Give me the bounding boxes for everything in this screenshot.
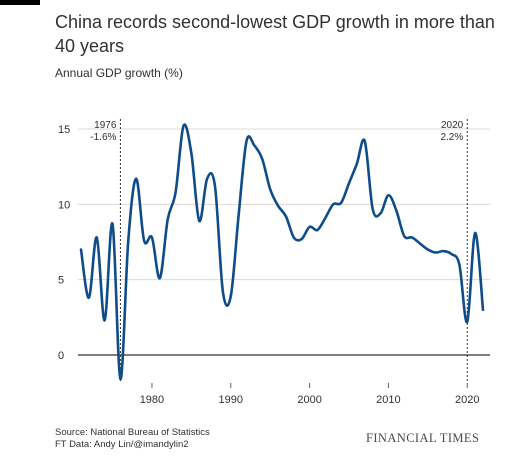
annotation-value-label: -1.6% xyxy=(90,132,116,143)
y-tick-label: 5 xyxy=(58,275,64,287)
y-tick-label: 0 xyxy=(58,350,64,362)
source-note: Source: National Bureau of Statistics FT… xyxy=(55,427,210,451)
source-line: Source: National Bureau of Statistics xyxy=(55,427,210,438)
x-tick-label: 2010 xyxy=(376,394,400,406)
annotation-year-label: 1976 xyxy=(94,120,117,131)
brand-bar xyxy=(0,0,40,5)
annotation-value-label: 2.2% xyxy=(440,132,463,143)
series-line-gdp-growth xyxy=(79,123,485,381)
y-axis-label: Annual GDP growth (%) xyxy=(55,66,183,80)
credit-line: FT Data: Andy Lin/@imandylin2 xyxy=(55,439,189,450)
x-tick-label: 1990 xyxy=(219,394,243,406)
chart-title: China records second-lowest GDP growth i… xyxy=(55,12,495,56)
annotation-year-label: 2020 xyxy=(441,120,464,131)
y-tick-label: 15 xyxy=(58,124,70,136)
y-tick-label: 10 xyxy=(58,199,70,211)
x-tick-label: 2020 xyxy=(455,394,479,406)
ft-logo: FINANCIAL TIMES xyxy=(366,431,480,445)
x-tick-label: 2000 xyxy=(297,394,321,406)
x-tick-label: 1980 xyxy=(140,394,164,406)
